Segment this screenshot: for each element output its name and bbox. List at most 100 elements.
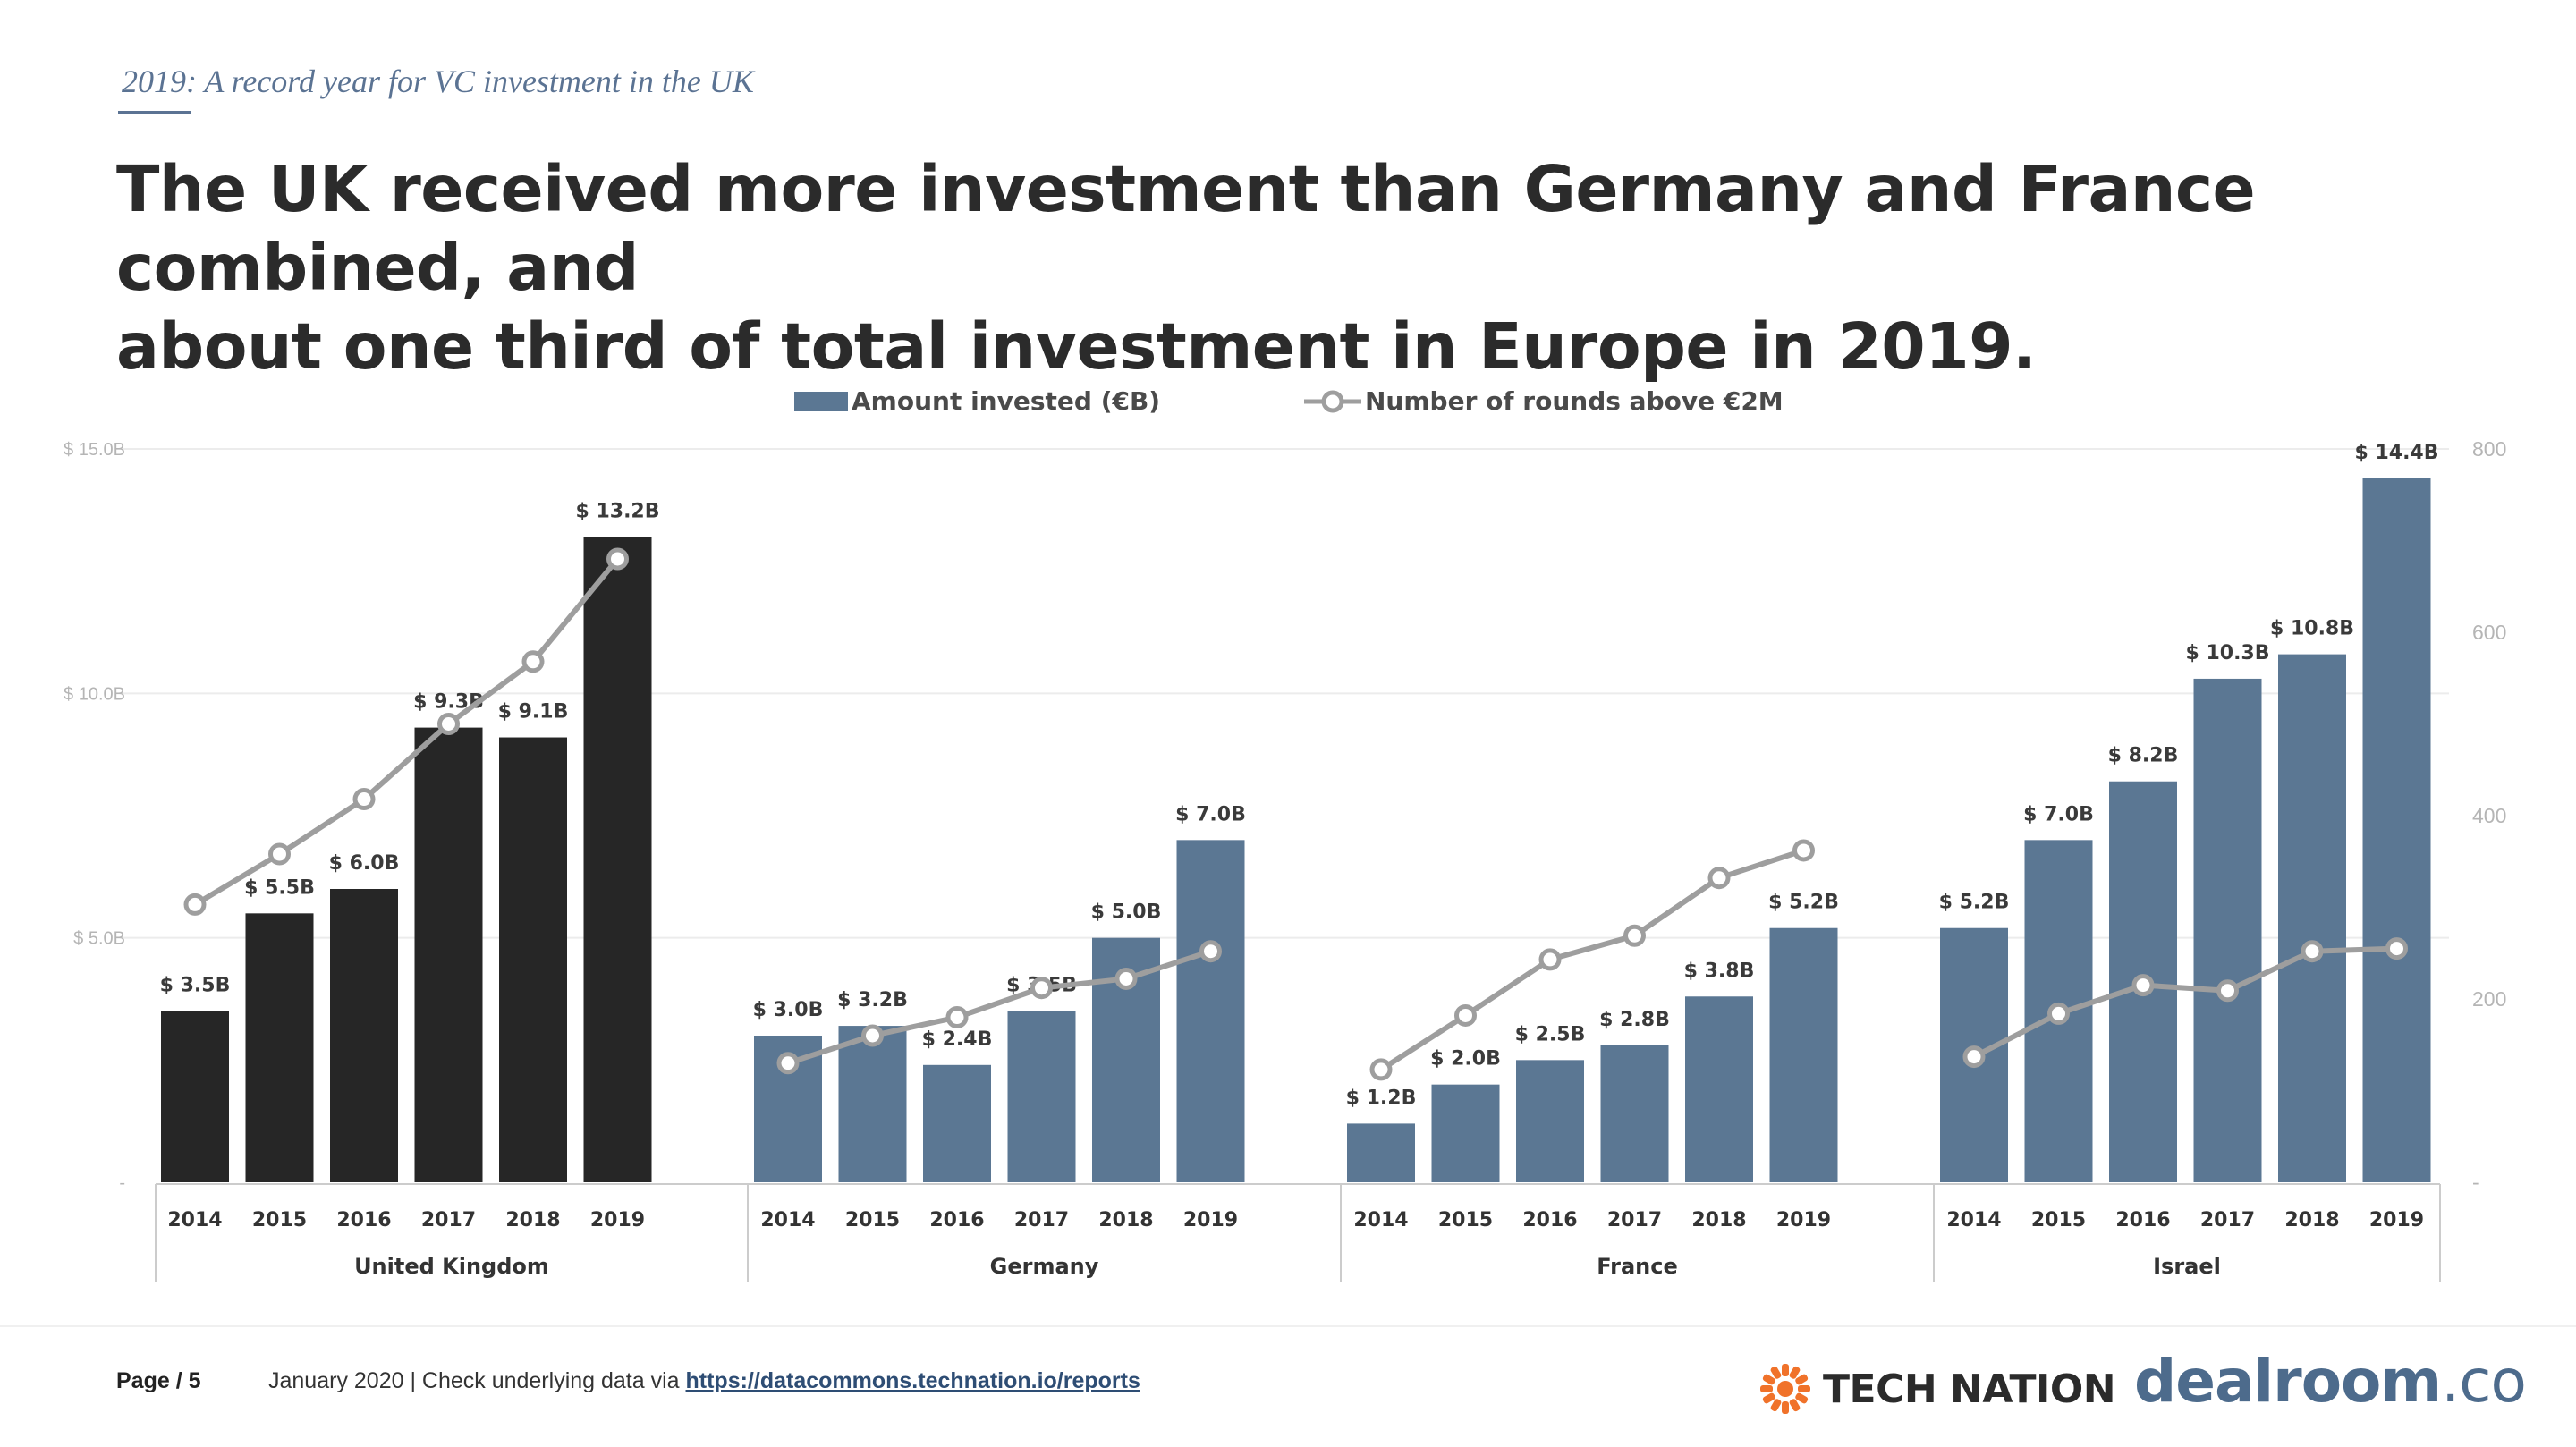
x-tick-label: 2017 (421, 1209, 476, 1231)
bar (2193, 678, 2262, 1182)
page-title-line-1: The UK received more investment than Ger… (116, 152, 2256, 305)
rounds-point (1962, 1045, 1986, 1069)
sunburst-ray (1762, 1374, 1775, 1385)
x-tick-label: 2019 (590, 1209, 645, 1231)
bar-value-label: $ 5.2B (1768, 892, 1839, 914)
bar-value-label: $ 5.0B (1091, 901, 1162, 924)
sunburst-ray (1795, 1392, 1809, 1404)
x-tick-label: 2016 (929, 1209, 984, 1231)
report-kicker: 2019: A record year for VC investment in… (122, 63, 754, 99)
bar (583, 537, 652, 1182)
bar (245, 913, 314, 1182)
x-tick-label: 2015 (1438, 1209, 1493, 1231)
bar (1007, 1011, 1076, 1182)
bar-value-label: $ 8.2B (2108, 745, 2179, 767)
bar (1347, 1123, 1415, 1182)
bar-value-label: $ 6.0B (329, 852, 400, 875)
x-tick-label: 2019 (1776, 1209, 1831, 1231)
x-tick-label: 2015 (2031, 1209, 2086, 1231)
rounds-point (352, 788, 376, 811)
footer-divider (0, 1325, 2576, 1327)
page-title: The UK received more investment than Ger… (116, 150, 2531, 386)
rounds-point (2047, 1002, 2070, 1025)
rounds-point (1454, 1003, 1477, 1027)
page-number: Page / 5 (116, 1368, 201, 1393)
bar-value-label: $ 7.0B (2023, 803, 2094, 825)
x-tick-label: 2017 (1014, 1209, 1069, 1231)
rounds-point (1707, 867, 1731, 890)
y-left-tick-label: $ 10.0B (64, 684, 125, 704)
bar-value-label: $ 3.5B (160, 975, 231, 997)
rounds-point (945, 1006, 969, 1028)
tech-nation-wordmark: TECH NATION (1823, 1366, 2116, 1412)
bar-value-label: $ 10.8B (2270, 618, 2354, 640)
rounds-point (183, 893, 207, 916)
x-tick-label: 2017 (1607, 1209, 1662, 1231)
y-right-tick-label: 800 (2472, 437, 2506, 461)
sunburst-ray (1789, 1366, 1801, 1379)
x-tick-label: 2018 (505, 1209, 560, 1231)
rounds-point (1199, 940, 1222, 963)
dealroom-suffix: .co (2441, 1347, 2527, 1416)
bar-value-label: $ 9.3B (413, 691, 484, 714)
sunburst-ray (1798, 1385, 1810, 1392)
bar-value-label: $ 2.8B (1599, 1009, 1670, 1031)
bar-value-label: $ 7.0B (1175, 803, 1246, 825)
x-tick-label: 2016 (2115, 1209, 2170, 1231)
footer-note-text: January 2020 | Check underlying data via (268, 1368, 686, 1393)
x-tick-label: 2014 (1946, 1209, 2001, 1231)
y-left-tick-label: - (119, 1173, 125, 1193)
sunburst-center (1777, 1381, 1793, 1397)
rounds-point (776, 1052, 800, 1075)
bar (161, 1011, 229, 1182)
x-tick-label: 2019 (2369, 1209, 2424, 1231)
bar-value-label: $ 5.5B (244, 876, 315, 899)
bar-value-label: $ 3.8B (1684, 960, 1755, 982)
rounds-point (1114, 967, 1138, 990)
bar-value-label: $ 3.0B (753, 999, 824, 1021)
rounds-point (1792, 839, 1815, 862)
bar-value-label: $ 2.4B (922, 1028, 993, 1051)
bar-value-label: $ 13.2B (575, 500, 659, 522)
footer-note: January 2020 | Check underlying data via… (268, 1368, 1140, 1394)
bar (499, 737, 567, 1182)
x-tick-label: 2014 (167, 1209, 222, 1231)
rounds-point (861, 1024, 884, 1047)
x-tick-label: 2018 (2284, 1209, 2339, 1231)
rounds-point (1030, 977, 1053, 1000)
sunburst-ray (1782, 1401, 1789, 1414)
sunburst-ray (1760, 1385, 1773, 1392)
x-tick-label: 2018 (1691, 1209, 1746, 1231)
bar (1685, 996, 1753, 1182)
legend-line-label: Number of rounds above €2M (1365, 386, 1784, 416)
x-tick-label: 2015 (252, 1209, 307, 1231)
x-tick-label: 2016 (336, 1209, 391, 1231)
data-commons-link[interactable]: https://datacommons.technation.io/report… (685, 1368, 1140, 1393)
sunburst-ray (1789, 1399, 1801, 1412)
legend-bar-label: Amount invested (€B) (852, 386, 1160, 416)
x-tick-label: 2016 (1522, 1209, 1577, 1231)
rounds-line (1972, 945, 2397, 1060)
group-label: United Kingdom (354, 1254, 549, 1279)
rounds-point (1538, 948, 1562, 971)
bar-value-label: $ 9.1B (498, 701, 569, 724)
y-left-tick-label: $ 15.0B (64, 440, 125, 460)
tech-nation-sunburst-icon (1760, 1364, 1810, 1414)
rounds-point (2131, 974, 2155, 997)
bar-value-label: $ 1.2B (1346, 1087, 1417, 1109)
x-tick-label: 2018 (1098, 1209, 1153, 1231)
kicker-underline (118, 111, 191, 114)
y-right-tick-label: - (2472, 1171, 2479, 1194)
sunburst-ray (1795, 1374, 1809, 1385)
rounds-point (268, 842, 291, 866)
sunburst-ray (1770, 1366, 1782, 1379)
y-right-tick-label: 600 (2472, 621, 2506, 644)
sunburst-ray (1762, 1392, 1775, 1404)
x-tick-label: 2015 (845, 1209, 900, 1231)
rounds-point (437, 713, 460, 735)
rounds-line (193, 557, 620, 908)
bar (1176, 840, 1245, 1182)
bar-value-label: $ 5.2B (1939, 892, 2010, 914)
x-tick-label: 2014 (1353, 1209, 1408, 1231)
dealroom-logo: dealroom.co (2134, 1347, 2527, 1416)
